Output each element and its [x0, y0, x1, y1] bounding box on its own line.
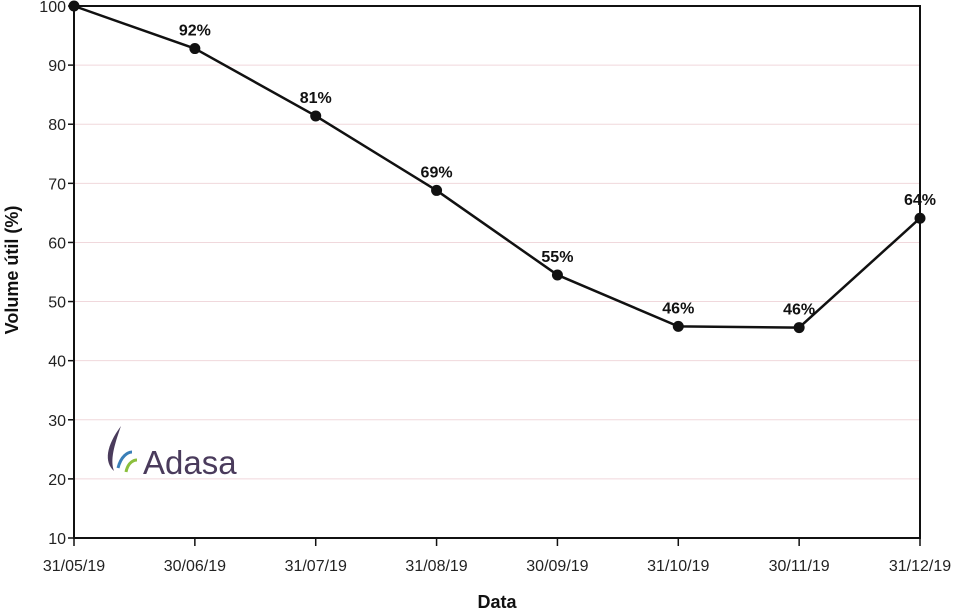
- data-label: 46%: [783, 302, 815, 319]
- y-axis-ticks: 10 20 30 40 50 60 70 80 90 100: [39, 0, 74, 548]
- data-point: [431, 184, 443, 196]
- data-label: 64%: [904, 192, 936, 209]
- data-labels: 92% 81% 69% 55% 46% 46% 64%: [179, 23, 936, 319]
- y-axis-title: Volume útil (%): [2, 206, 22, 335]
- x-tick-label: 31/07/19: [285, 558, 347, 575]
- data-point: [672, 320, 684, 332]
- data-point: [793, 322, 805, 334]
- y-tick-label: 10: [48, 531, 66, 548]
- x-tick-label: 31/10/19: [647, 558, 709, 575]
- x-axis-ticks: 31/05/19 30/06/19 31/07/19 31/08/19 30/09/19…: [43, 538, 951, 575]
- logo-text: Adasa: [143, 444, 237, 481]
- y-tick-label: 40: [48, 354, 66, 371]
- x-axis-title: Data: [477, 592, 517, 612]
- data-point: [68, 0, 80, 12]
- logo-wave-icon-2: [124, 458, 138, 473]
- x-tick-label: 30/09/19: [526, 558, 588, 575]
- x-tick-label: 31/08/19: [405, 558, 467, 575]
- data-label: 46%: [662, 300, 694, 317]
- y-tick-label: 80: [48, 117, 66, 134]
- series-line: [73, 4, 921, 329]
- y-tick-label: 70: [48, 176, 66, 193]
- adasa-logo: Adasa: [107, 426, 237, 481]
- x-tick-label: 31/05/19: [43, 558, 105, 575]
- logo-drop-icon: [107, 426, 121, 471]
- data-label: 92%: [179, 23, 211, 40]
- data-label: 69%: [421, 164, 453, 181]
- data-label: 81%: [300, 90, 332, 107]
- y-tick-label: 100: [39, 0, 66, 16]
- data-points: [68, 0, 926, 334]
- y-tick-label: 50: [48, 295, 66, 312]
- x-tick-label: 30/06/19: [164, 558, 226, 575]
- x-tick-label: 30/11/19: [769, 558, 830, 575]
- data-label: 55%: [541, 249, 573, 266]
- logo-wave-icon: [116, 450, 133, 469]
- data-point: [189, 43, 201, 55]
- x-tick-label: 31/12/19: [889, 558, 951, 575]
- data-point: [551, 269, 563, 281]
- y-tick-label: 30: [48, 413, 66, 430]
- y-tick-label: 90: [48, 58, 66, 75]
- y-tick-label: 60: [48, 235, 66, 252]
- y-tick-label: 20: [48, 472, 66, 489]
- plot-frame: [73, 5, 921, 539]
- data-point: [310, 110, 322, 122]
- data-point: [914, 212, 926, 224]
